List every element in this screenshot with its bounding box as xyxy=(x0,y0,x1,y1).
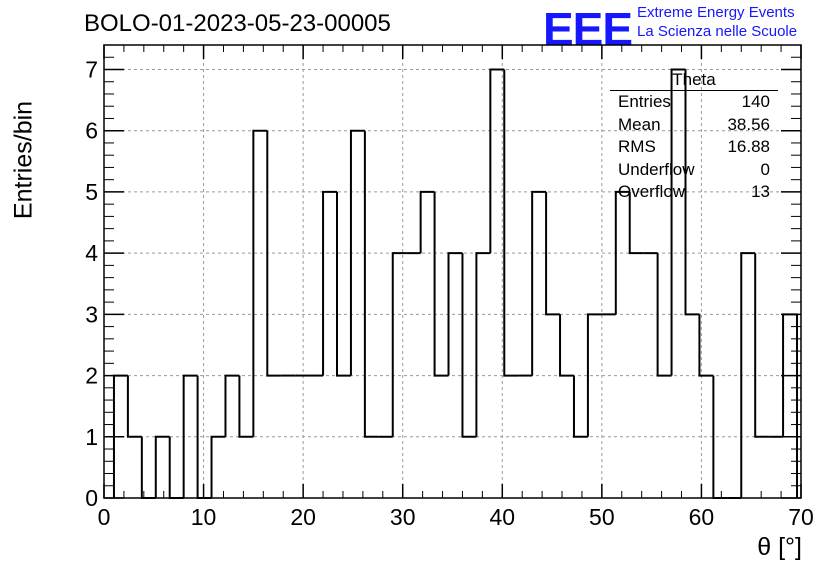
x-tick-label: 30 xyxy=(390,504,416,530)
histogram-bin xyxy=(224,374,240,437)
histogram-bin xyxy=(503,69,519,377)
stats-row-underflow: Underflow 0 xyxy=(610,159,778,182)
histogram-bin xyxy=(614,190,630,315)
y-tick-label: 0 xyxy=(85,485,98,511)
stats-box: Theta Entries 140 Mean 38.56 RMS 16.88 U… xyxy=(610,70,778,204)
histogram-bin xyxy=(182,374,198,498)
stats-label: Overflow xyxy=(618,182,686,201)
logo-line-2: La Scienza nelle Scuole xyxy=(637,23,798,40)
x-tick-label: 0 xyxy=(98,504,111,530)
histogram-bin xyxy=(586,313,602,437)
histogram-bin xyxy=(782,313,799,498)
histogram-bin xyxy=(531,190,547,376)
y-tick-label: 6 xyxy=(85,118,98,144)
histogram-bin xyxy=(335,191,351,377)
histogram-bin xyxy=(559,314,574,377)
histogram-bin xyxy=(391,252,407,437)
histogram-bin xyxy=(363,130,379,438)
axis-tick-labels: 0 10 20 30 40 50 60 70 0 1 2 3 4 5 6 7 xyxy=(85,56,814,530)
y-tick-label: 4 xyxy=(85,240,98,266)
histogram-bin xyxy=(684,69,700,316)
histogram-bin xyxy=(670,68,686,376)
histogram-bin xyxy=(252,129,268,437)
x-tick-label: 60 xyxy=(689,504,715,530)
histogram-bin xyxy=(210,435,226,498)
histogram-bin xyxy=(698,314,714,377)
histogram-bin xyxy=(545,191,561,316)
y-tick-label: 7 xyxy=(85,56,98,82)
histogram-bin xyxy=(447,252,463,376)
x-tick-label: 10 xyxy=(191,504,217,530)
histogram-bin xyxy=(196,375,212,499)
logo-caption: Extreme Energy Events La Scienza nelle S… xyxy=(637,3,797,41)
stats-row-overflow: Overflow 13 xyxy=(610,181,778,204)
histogram-bin xyxy=(168,436,184,499)
plot-title: BOLO-01-2023-05-23-00005 xyxy=(84,10,391,37)
y-tick-label: 5 xyxy=(85,179,98,205)
histogram-bin xyxy=(322,190,337,376)
stats-label: RMS xyxy=(618,137,656,156)
logo-line-1: Extreme Energy Events xyxy=(637,4,795,21)
histogram-bin xyxy=(475,252,491,437)
y-tick-label: 1 xyxy=(85,424,98,450)
histogram-bin xyxy=(140,436,156,499)
histogram-bin xyxy=(419,190,435,254)
histogram-bin xyxy=(572,375,588,438)
eee-logo: EEE xyxy=(543,3,633,55)
histogram-bin xyxy=(754,253,770,438)
histogram-bin xyxy=(126,375,142,438)
x-axis-label: θ [°] xyxy=(757,533,802,561)
histogram-bin xyxy=(489,68,505,254)
stats-row-rms: RMS 16.88 xyxy=(610,136,778,159)
plot-frame xyxy=(103,44,802,499)
stats-title: Theta xyxy=(610,70,778,91)
x-tick-label: 20 xyxy=(290,504,316,530)
histogram-bin xyxy=(461,253,477,438)
y-tick-label: 2 xyxy=(85,363,98,389)
stats-row-mean: Mean 38.56 xyxy=(610,114,778,137)
stats-value: 38.56 xyxy=(727,114,770,134)
histogram-bin xyxy=(349,129,365,376)
stats-value: 140 xyxy=(741,92,770,111)
histogram-bin xyxy=(238,375,254,438)
x-tick-label: 50 xyxy=(589,504,615,530)
histogram-bin xyxy=(712,375,728,499)
stats-label: Entries xyxy=(618,92,671,111)
histogram-bin xyxy=(154,435,170,498)
histogram-bin xyxy=(628,191,644,255)
histogram-bin xyxy=(656,253,672,377)
x-tick-label: 70 xyxy=(788,504,814,530)
histogram-bin xyxy=(740,252,756,498)
stats-value: 16.88 xyxy=(727,137,770,156)
axis-ticks xyxy=(103,45,802,499)
histogram-bin xyxy=(433,191,449,377)
stats-row-entries: Entries 140 xyxy=(610,91,778,114)
stats-label: Mean xyxy=(618,114,661,134)
histogram-bin xyxy=(266,130,282,377)
stats-value: 0 xyxy=(760,159,770,179)
y-tick-label: 3 xyxy=(85,301,98,327)
x-tick-label: 40 xyxy=(489,504,515,530)
stats-value: 13 xyxy=(751,182,770,201)
stats-label: Underflow xyxy=(618,159,695,179)
